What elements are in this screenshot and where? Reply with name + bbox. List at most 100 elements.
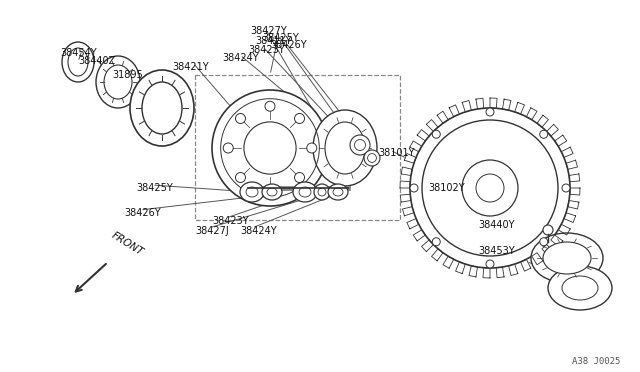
Text: 38426Y: 38426Y <box>270 40 307 50</box>
Ellipse shape <box>130 70 194 146</box>
Ellipse shape <box>432 130 440 138</box>
Polygon shape <box>462 100 471 112</box>
Text: 38102Y: 38102Y <box>428 183 465 193</box>
Polygon shape <box>410 141 422 152</box>
Ellipse shape <box>142 82 182 134</box>
Polygon shape <box>566 160 577 169</box>
Ellipse shape <box>294 173 305 183</box>
Ellipse shape <box>486 260 494 268</box>
Ellipse shape <box>364 150 380 166</box>
Text: FRONT: FRONT <box>110 231 145 258</box>
Text: 38440Y: 38440Y <box>478 220 515 230</box>
Ellipse shape <box>265 101 275 111</box>
Polygon shape <box>555 135 567 146</box>
Ellipse shape <box>293 182 317 202</box>
Polygon shape <box>490 98 497 108</box>
Ellipse shape <box>548 266 612 310</box>
Polygon shape <box>561 147 573 157</box>
Polygon shape <box>542 244 554 256</box>
Polygon shape <box>509 264 518 276</box>
Polygon shape <box>551 235 563 247</box>
Ellipse shape <box>350 135 370 155</box>
Polygon shape <box>547 124 559 136</box>
Ellipse shape <box>355 140 365 151</box>
Ellipse shape <box>328 184 348 200</box>
Polygon shape <box>417 129 429 141</box>
Polygon shape <box>422 240 433 251</box>
Bar <box>195 75 400 220</box>
Polygon shape <box>431 249 443 261</box>
Ellipse shape <box>104 65 132 99</box>
Ellipse shape <box>540 238 548 246</box>
Ellipse shape <box>244 122 296 174</box>
Ellipse shape <box>262 184 282 200</box>
Polygon shape <box>558 224 570 235</box>
Text: 38421Y: 38421Y <box>172 62 209 72</box>
Polygon shape <box>570 188 580 195</box>
Ellipse shape <box>307 143 317 153</box>
Ellipse shape <box>540 130 548 138</box>
Polygon shape <box>526 108 537 120</box>
Polygon shape <box>496 267 504 278</box>
Ellipse shape <box>422 120 558 256</box>
Polygon shape <box>456 262 465 273</box>
Ellipse shape <box>531 233 603 283</box>
Ellipse shape <box>476 174 504 202</box>
Polygon shape <box>449 105 460 117</box>
Polygon shape <box>502 99 511 110</box>
Text: 38423Y: 38423Y <box>212 216 248 226</box>
Text: 38424Y: 38424Y <box>222 53 259 63</box>
Ellipse shape <box>294 113 305 124</box>
Polygon shape <box>564 213 575 222</box>
Text: 38454Y: 38454Y <box>60 48 97 58</box>
Ellipse shape <box>240 182 264 202</box>
Text: 38425Y: 38425Y <box>136 183 173 193</box>
Polygon shape <box>568 201 579 209</box>
Polygon shape <box>400 194 411 202</box>
Text: 38101Y: 38101Y <box>378 148 415 158</box>
Ellipse shape <box>562 184 570 192</box>
Text: A38 J0025: A38 J0025 <box>572 357 620 366</box>
Text: 38453Y: 38453Y <box>478 246 515 256</box>
Text: 38423Y: 38423Y <box>248 45 285 55</box>
Text: 38440Z: 38440Z <box>78 56 115 66</box>
Text: 38411Y: 38411Y <box>255 36 291 46</box>
Text: 38427Y: 38427Y <box>250 26 287 36</box>
Polygon shape <box>404 154 416 163</box>
Polygon shape <box>569 174 580 182</box>
Text: 38426Y: 38426Y <box>124 208 161 218</box>
Polygon shape <box>515 102 524 114</box>
Ellipse shape <box>367 154 376 163</box>
Text: 38424Y: 38424Y <box>240 226 276 236</box>
Ellipse shape <box>543 225 553 235</box>
Ellipse shape <box>212 90 328 206</box>
Ellipse shape <box>543 242 591 274</box>
Polygon shape <box>537 115 548 127</box>
Polygon shape <box>407 219 419 229</box>
Text: 31895: 31895 <box>112 70 143 80</box>
Ellipse shape <box>432 238 440 246</box>
Polygon shape <box>403 207 414 216</box>
Ellipse shape <box>462 160 518 216</box>
Polygon shape <box>401 167 412 176</box>
Ellipse shape <box>313 110 377 186</box>
Text: 38427J: 38427J <box>195 226 228 236</box>
Polygon shape <box>443 256 454 268</box>
Ellipse shape <box>223 143 233 153</box>
Ellipse shape <box>410 108 570 268</box>
Ellipse shape <box>265 185 275 195</box>
Ellipse shape <box>410 184 418 192</box>
Ellipse shape <box>236 113 246 124</box>
Polygon shape <box>520 259 531 271</box>
Polygon shape <box>400 181 410 188</box>
Ellipse shape <box>314 184 330 200</box>
Polygon shape <box>532 253 543 265</box>
Ellipse shape <box>236 173 246 183</box>
Polygon shape <box>483 268 490 278</box>
Ellipse shape <box>486 108 494 116</box>
Polygon shape <box>476 98 484 109</box>
Polygon shape <box>469 266 477 277</box>
Polygon shape <box>437 111 448 123</box>
Polygon shape <box>413 230 425 241</box>
Ellipse shape <box>325 122 365 174</box>
